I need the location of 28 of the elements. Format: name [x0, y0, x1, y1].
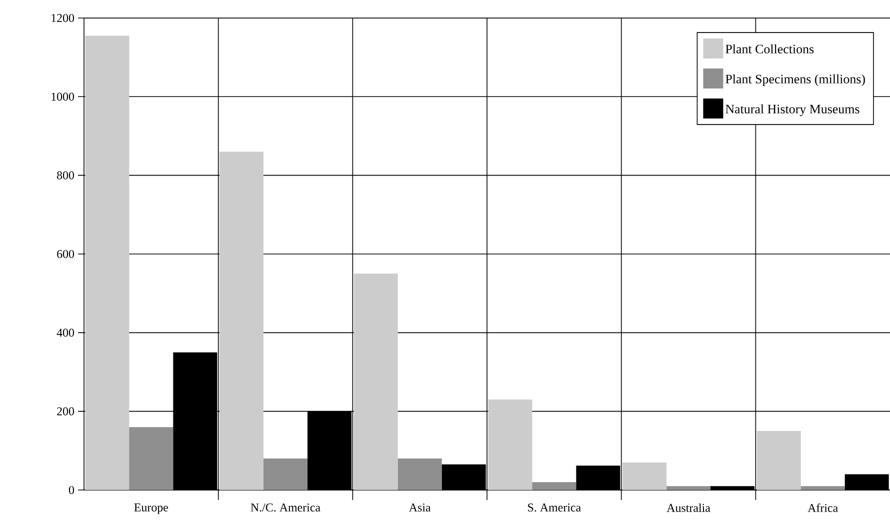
- bar: [622, 462, 667, 490]
- bar: [85, 36, 130, 490]
- y-tick-label: 1000: [52, 92, 74, 101]
- legend-label: Plant Specimens (millions): [726, 74, 865, 86]
- y-tick-label: 600: [57, 250, 74, 258]
- bar: [129, 427, 174, 490]
- x-tick-label: Asia: [408, 504, 431, 512]
- x-tick-label: N./C. America: [250, 504, 320, 512]
- bar: [756, 431, 801, 490]
- legend-label: Natural History Museums: [726, 104, 860, 116]
- x-tick-label: Europe: [134, 504, 168, 514]
- bar: [354, 274, 398, 490]
- x-tick-label: Africa: [808, 504, 838, 512]
- y-tick-label: 400: [56, 328, 74, 337]
- bar: [800, 486, 845, 490]
- y-tick-label: 800: [57, 171, 74, 180]
- bar: [488, 400, 532, 490]
- legend-label: Plant Collections: [726, 44, 814, 54]
- bar: [264, 458, 308, 490]
- bar: [220, 152, 264, 490]
- bar: [666, 486, 711, 490]
- y-tick-label: 1200: [52, 14, 74, 22]
- y-tick-label: 0: [68, 486, 74, 494]
- bar: [532, 482, 576, 490]
- x-tick-label: S. America: [528, 504, 581, 512]
- y-tick-label: 200: [57, 407, 74, 416]
- x-tick-label: Australia: [666, 504, 710, 512]
- bar: [398, 458, 442, 490]
